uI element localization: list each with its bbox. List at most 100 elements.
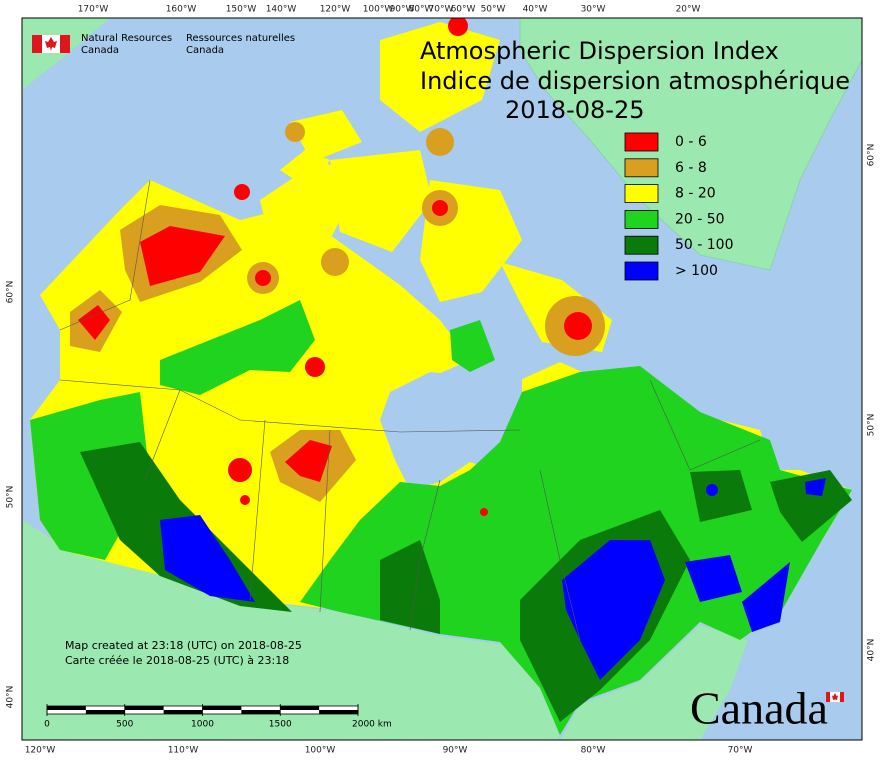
longitude-label: 120°W [25,746,56,756]
scale-bar-segment [124,706,164,710]
longitude-label: 90°W [390,5,415,15]
agency-name: Canada [186,45,224,56]
boundary [59,179,151,331]
region-red [234,184,250,200]
region-red [78,305,110,340]
legend-swatch [624,184,659,204]
region-orange [285,122,305,142]
legend-swatch [624,158,659,178]
longitude-label: 70°W [728,746,753,756]
maple-leaf [832,693,838,700]
boundary [539,469,581,641]
legend-swatch [624,209,659,229]
region-orange [426,128,454,156]
region-blue [160,515,255,602]
legend-label: 20 - 50 [675,211,725,227]
region-red [285,440,332,482]
region-blue [706,484,718,496]
scale-tick-label: 1000 [191,720,214,730]
scale-bar-segment [280,706,320,710]
legend-swatch [624,132,659,152]
longitude-label: 90°W [443,746,468,756]
island [290,110,362,162]
longitude-label: 110°W [168,746,199,756]
latitude-label: 60°N [6,281,16,304]
island [280,150,330,190]
legend-label: 6 - 8 [675,160,707,176]
region-red [240,495,250,505]
region-dark-green [770,470,852,542]
flag-bar [840,692,844,702]
map-body [22,18,862,740]
region-green [160,300,315,395]
region-orange [321,248,349,276]
agency-name: Natural Resources [81,33,172,44]
graticule-labels: 170°W 160°W 150°W 140°W 120°W 100°W90°W80°W70… [6,5,877,756]
title: Atmospheric Dispersion Index [420,37,779,65]
longitude-label: 20°W [676,5,701,15]
region-red [305,357,325,377]
note: Map created at 23:18 (UTC) on 2018-08-25 [65,639,302,652]
boundary [249,419,266,601]
legend-label: 8 - 20 [675,186,716,202]
united-states [22,520,748,740]
region-red [255,270,271,286]
scale-bar-segment [85,710,125,714]
scale-bar-segment [163,710,203,714]
region-blue [685,555,742,602]
longitude-label: 100°W [305,746,336,756]
longitude-label: 50°W [481,5,506,15]
longitude-label: 60°W [451,5,476,15]
region-blue [805,478,826,496]
region-dark-green [380,540,440,634]
region-green [450,320,495,372]
scale-bar-segment [319,710,358,714]
boundary [409,479,441,631]
region-blue [562,540,665,680]
flag-bar [60,35,70,53]
longitude-label: 80°W [409,5,434,15]
region-blue [742,562,790,632]
region-red [480,508,488,516]
longitude-label: 120°W [320,5,351,15]
boundary [649,379,761,471]
island [380,22,500,132]
longitude-label: 30°W [581,5,606,15]
longitude-label: 100°W [363,5,394,15]
region-red [228,458,252,482]
maple-leaf [45,37,57,51]
nrcan-signature: Natural Resources Canada Ressources natu… [32,33,295,56]
scale-bar: 0 500 1000 1500 2000 km [44,704,392,730]
scale-bar-segment [241,710,281,714]
legend-swatch [624,261,659,281]
region-red [564,312,592,340]
legend-swatch [624,235,659,255]
latitude-label: 60°N [867,144,877,167]
agency-name: Ressources naturelles [186,33,295,44]
boundary [59,379,521,433]
region-red [448,18,468,36]
latitude-label: 50°N [6,486,16,509]
scale-bar-segment [202,706,242,710]
boundary [144,389,181,481]
legend-label: > 100 [675,263,718,279]
region-red [140,226,225,286]
frame [21,17,863,741]
longitude-label: 80°W [581,746,606,756]
note: Carte créée le 2018-08-25 (UTC) à 23:18 [65,654,289,667]
canada-wordmark: Canada [690,683,844,734]
wordmark: Canada [690,683,828,734]
flag-bar [826,692,830,702]
region-red [432,200,448,216]
legend-label: 50 - 100 [675,237,734,253]
flag-bar [32,35,42,53]
latitude-label: 50°N [867,414,877,437]
scale-bar-segment [47,706,86,710]
title: Indice de dispersion atmosphérique [420,67,850,95]
longitude-label: 150°W [226,5,257,15]
latitude-label: 40°N [6,686,16,709]
island [330,150,432,252]
boundary [319,429,331,613]
longitude-label: 160°W [166,5,197,15]
